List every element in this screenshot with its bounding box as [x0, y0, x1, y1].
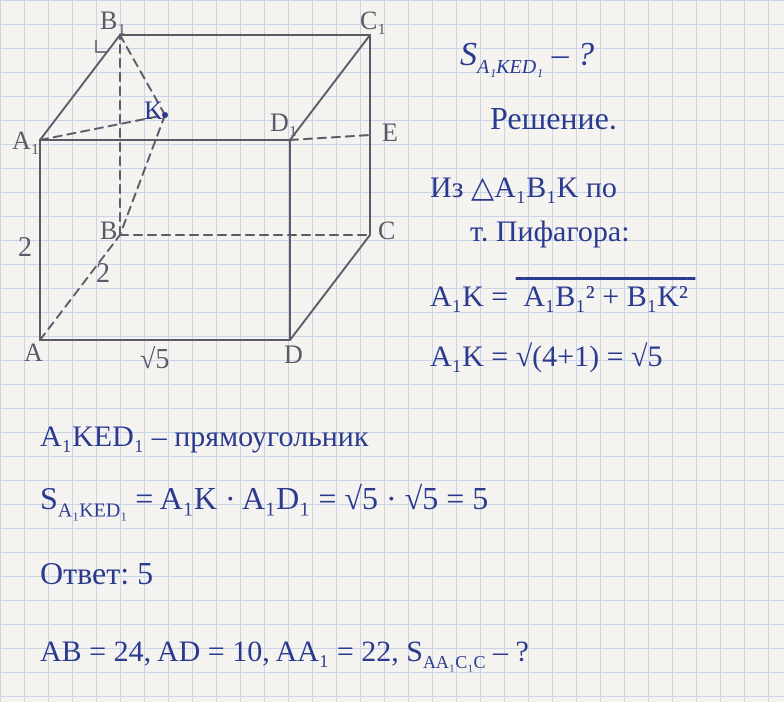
answer: Ответ: 5	[40, 555, 153, 592]
side-bottom-sqrt5: √5	[140, 344, 169, 376]
vertex-C1: C₁	[360, 6, 386, 36]
question: SA₁KED₁ – ?	[460, 36, 594, 79]
area-rhs: = A₁K · A₁D₁ = √5 · √5 = 5	[127, 480, 488, 516]
vertex-A: A	[24, 338, 43, 368]
point-E: E	[382, 118, 398, 148]
vertex-B: B	[100, 216, 117, 246]
f1-rhs: A₁B₁² + B₁K²	[516, 280, 696, 313]
step1-line1: Из △A₁B₁K по	[430, 170, 617, 205]
extra-text: AB = 24, AD = 10, AA₁ = 22, S	[40, 635, 423, 668]
vertex-C: C	[378, 216, 395, 246]
formula1: A₁K = A₁B₁² + B₁K²	[430, 280, 695, 314]
extra-line: AB = 24, AD = 10, AA₁ = 22, SAA₁C₁C – ?	[40, 635, 529, 673]
q-tail: – ?	[543, 36, 594, 73]
extra-tail: – ?	[486, 635, 529, 668]
side-left-2: 2	[18, 232, 32, 264]
content-layer: A D B C A₁ D₁ B₁ C₁ K E 2 2 √5 SA₁KED₁ –…	[0, 0, 784, 702]
divider	[0, 0, 300, 150]
area-line: SA₁KED₁ = A₁K · A₁D₁ = √5 · √5 = 5	[40, 480, 488, 522]
vertex-D: D	[284, 340, 303, 370]
S-sub: A₁KED₁	[477, 56, 543, 78]
f1-lhs: A₁K =	[430, 280, 516, 313]
area-sub: A₁KED₁	[58, 499, 128, 521]
step1-line2: т. Пифагора:	[470, 215, 630, 249]
S: S	[460, 36, 477, 73]
rect-line: A₁KED₁ – прямоугольник	[40, 420, 368, 454]
extra-sub: AA₁C₁C	[423, 652, 486, 672]
formula2: A₁K = √(4+1) = √5	[430, 340, 662, 374]
side-inner-2: 2	[96, 258, 110, 290]
solution-title: Решение.	[490, 100, 617, 137]
area-S: S	[40, 480, 58, 516]
